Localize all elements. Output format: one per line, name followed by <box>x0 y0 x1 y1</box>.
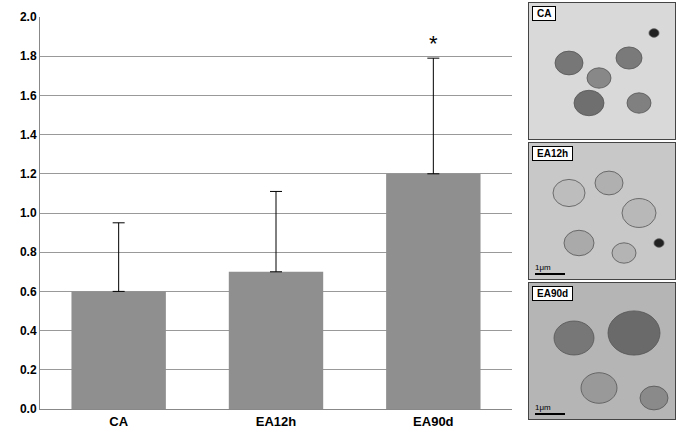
svg-text:CA: CA <box>109 414 128 429</box>
svg-text:0.0: 0.0 <box>20 402 37 416</box>
svg-text:0.8: 0.8 <box>20 245 37 259</box>
svg-text:1.6: 1.6 <box>20 89 37 103</box>
svg-text:0.6: 0.6 <box>20 285 37 299</box>
html-text:CA: CA <box>537 8 552 19</box>
html-text:EA12h: EA12h <box>537 148 569 159</box>
html-text:1μm: 1μm <box>535 263 551 272</box>
svg-text:1.4: 1.4 <box>20 128 37 142</box>
html-text:EA90d: EA90d <box>537 288 569 299</box>
svg-text:*: * <box>429 31 438 56</box>
svg-text:EA12h: EA12h <box>256 414 297 429</box>
svg-text:1.0: 1.0 <box>20 206 37 220</box>
html-text:1μm: 1μm <box>535 403 551 412</box>
svg-text:0.4: 0.4 <box>20 324 37 338</box>
svg-text:EA90d: EA90d <box>413 414 454 429</box>
svg-text:0.2: 0.2 <box>20 363 37 377</box>
svg-text:1.8: 1.8 <box>20 49 37 63</box>
svg-text:1.2: 1.2 <box>20 167 37 181</box>
svg-text:2.0: 2.0 <box>20 10 37 24</box>
